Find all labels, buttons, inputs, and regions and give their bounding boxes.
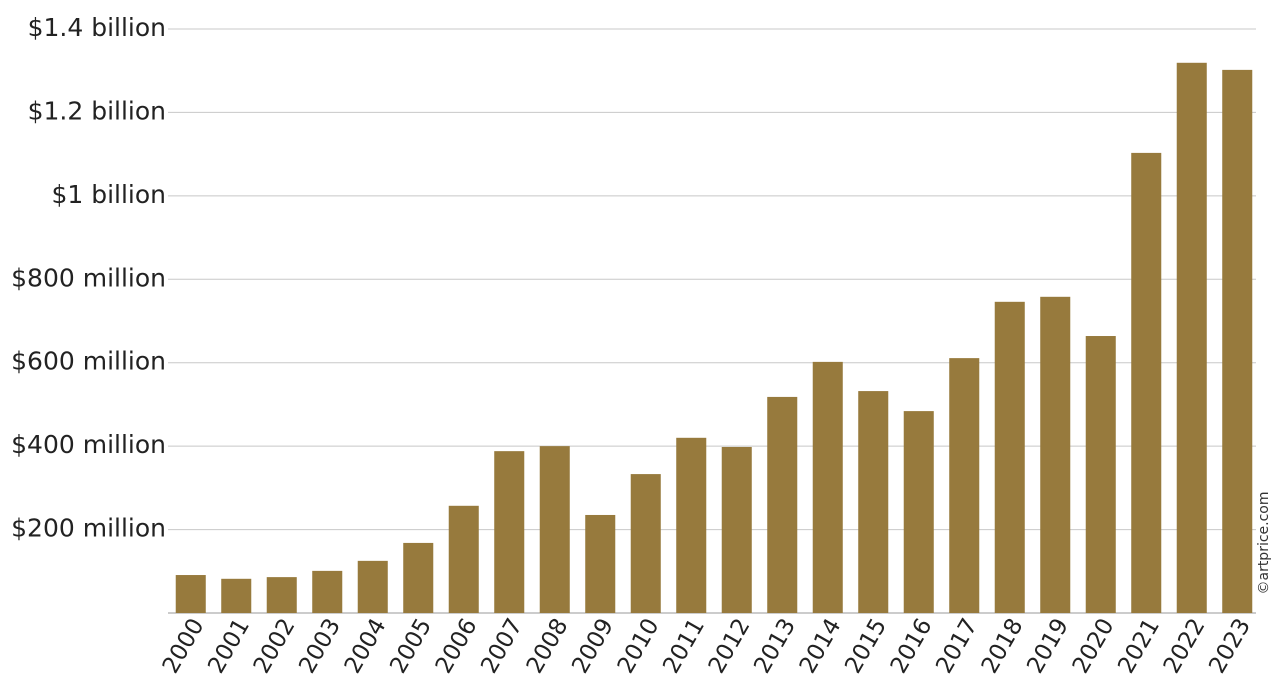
x-tick-label: 2005 bbox=[385, 614, 437, 678]
x-tick-label: 2016 bbox=[886, 614, 938, 678]
bar bbox=[539, 446, 570, 613]
x-tick-label: 2003 bbox=[294, 614, 346, 678]
bar bbox=[1222, 69, 1253, 613]
y-tick-label: $1 billion bbox=[51, 180, 166, 209]
y-tick-label: $400 million bbox=[11, 430, 166, 459]
bar bbox=[357, 560, 388, 613]
bar bbox=[858, 391, 889, 613]
bar bbox=[1085, 336, 1116, 613]
bar bbox=[812, 361, 843, 613]
bar bbox=[949, 358, 980, 613]
x-tick-label: 2011 bbox=[658, 614, 710, 678]
x-tick-label: 2014 bbox=[795, 614, 847, 678]
credit: ©artprice.com bbox=[1256, 491, 1272, 594]
bar bbox=[1131, 152, 1162, 614]
x-tick-label: 2022 bbox=[1159, 614, 1211, 678]
x-tick-label: 2009 bbox=[567, 614, 619, 678]
y-tick-label: $200 million bbox=[11, 514, 166, 543]
x-tick-label: 2007 bbox=[476, 614, 528, 678]
x-tick-label: 2002 bbox=[249, 614, 301, 678]
y-tick-label: $1.4 billion bbox=[28, 13, 166, 42]
bar bbox=[494, 451, 525, 613]
x-tick-label: 2023 bbox=[1204, 614, 1256, 678]
bar bbox=[403, 542, 434, 613]
bar bbox=[312, 570, 343, 613]
y-tick-label: $1.2 billion bbox=[28, 96, 166, 125]
bar bbox=[676, 437, 707, 613]
x-tick-label: 2001 bbox=[203, 614, 255, 678]
x-tick-label: 2018 bbox=[977, 614, 1029, 678]
bar bbox=[221, 578, 252, 613]
x-tick-label: 2015 bbox=[840, 614, 892, 678]
x-tick-label: 2021 bbox=[1113, 614, 1165, 678]
bar bbox=[1176, 62, 1207, 613]
bar bbox=[767, 396, 798, 613]
y-tick-label: $600 million bbox=[11, 347, 166, 376]
bar bbox=[721, 446, 752, 613]
x-tick-label: 2017 bbox=[931, 614, 983, 678]
bar bbox=[903, 411, 934, 613]
x-tick-label: 2020 bbox=[1068, 614, 1120, 678]
y-tick-label: $800 million bbox=[11, 263, 166, 292]
x-tick-label: 2008 bbox=[522, 614, 574, 678]
bar bbox=[175, 575, 206, 613]
x-tick-label: 2006 bbox=[431, 614, 483, 678]
bar bbox=[994, 301, 1025, 613]
x-tick-label: 2000 bbox=[158, 614, 210, 678]
bar bbox=[585, 514, 616, 613]
bar bbox=[1040, 296, 1071, 613]
bar bbox=[630, 474, 661, 613]
x-tick-label: 2012 bbox=[704, 614, 756, 678]
x-tick-label: 2019 bbox=[1022, 614, 1074, 678]
x-tick-label: 2013 bbox=[749, 614, 801, 678]
x-tick-label: 2010 bbox=[613, 614, 665, 678]
bar bbox=[266, 577, 297, 613]
bar bbox=[448, 505, 479, 613]
x-tick-label: 2004 bbox=[340, 614, 392, 678]
